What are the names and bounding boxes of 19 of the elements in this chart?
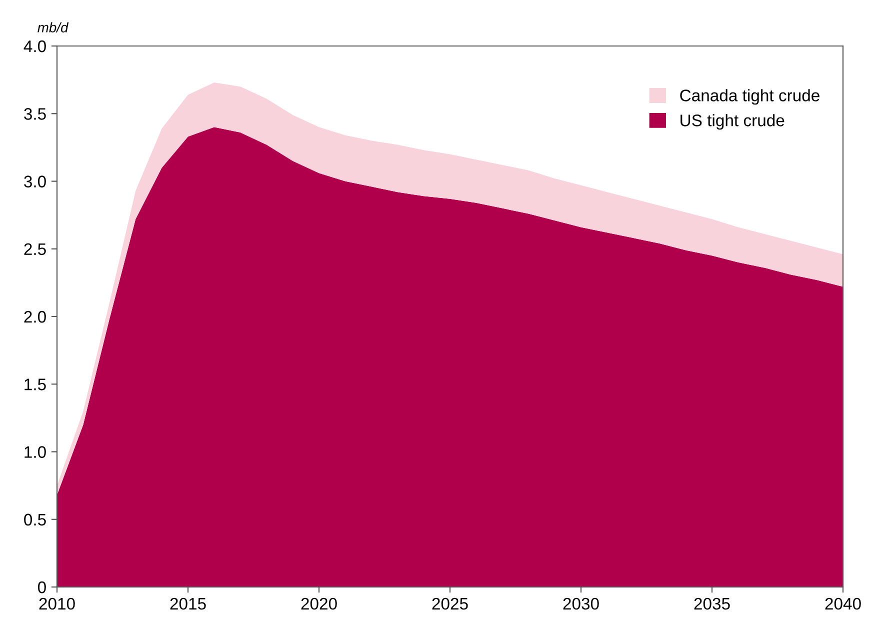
- x-tick-label: 2010: [39, 598, 75, 610]
- x-tick-label: 2025: [432, 598, 468, 610]
- y-tick-label: 4.0: [24, 40, 46, 52]
- y-tick-label: 0: [38, 581, 46, 594]
- y-axis-title: mb/d: [38, 22, 69, 32]
- x-tick-label: 2020: [301, 598, 337, 610]
- x-tick-label: 2035: [694, 598, 730, 610]
- y-tick-label: 2.5: [24, 243, 46, 256]
- x-tick-label: 2015: [170, 598, 206, 610]
- y-tick-label: 3.0: [24, 176, 46, 188]
- x-tick-label: 2030: [563, 598, 599, 610]
- y-tick-label: 2.0: [24, 310, 46, 323]
- y-tick-label: 3.5: [24, 108, 46, 120]
- y-tick-label: 0.5: [24, 514, 46, 526]
- legend-label: Canada tight crude: [680, 89, 820, 105]
- x-tick-label: 2040: [825, 598, 861, 610]
- y-tick-label: 1.0: [24, 446, 46, 458]
- y-tick-label: 1.5: [24, 378, 46, 390]
- legend-label: US tight crude: [680, 114, 784, 130]
